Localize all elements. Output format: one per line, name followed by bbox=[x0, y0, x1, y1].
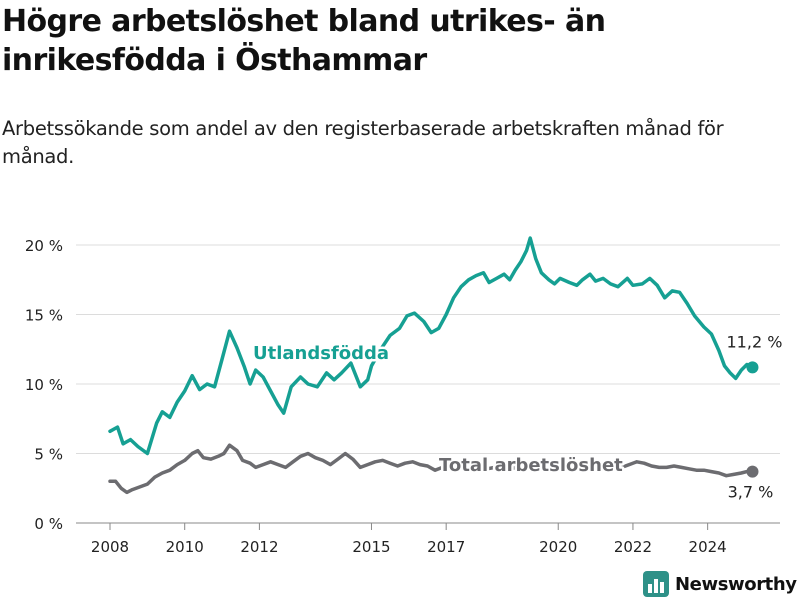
chart-subtitle: Arbetssökande som andel av den registerb… bbox=[2, 117, 724, 168]
x-tick-label: 2020 bbox=[539, 538, 577, 556]
gridlines bbox=[76, 244, 780, 524]
x-tick-label: 2015 bbox=[352, 538, 390, 556]
x-tick-label: 2022 bbox=[614, 538, 652, 556]
y-tick-label: 5 % bbox=[34, 446, 63, 464]
series-label-total: Total arbetslöshet bbox=[439, 455, 623, 476]
y-tick-label: 20 % bbox=[25, 237, 63, 255]
x-tick-label: 2017 bbox=[427, 538, 465, 556]
newsworthy-logo-icon bbox=[643, 571, 669, 597]
brand-logo: Newsworthy bbox=[643, 570, 797, 598]
x-tick-label: 2010 bbox=[166, 538, 204, 556]
x-tick-label: 2024 bbox=[689, 538, 727, 556]
endpoint-total bbox=[746, 465, 759, 478]
y-tick-label: 10 % bbox=[25, 376, 63, 394]
endpoint-utlandsfodda bbox=[746, 361, 759, 374]
series-line-utlandsfodda bbox=[108, 236, 755, 456]
series-lines bbox=[108, 236, 759, 495]
series-line-total bbox=[108, 443, 755, 495]
x-tick-label: 2012 bbox=[240, 538, 278, 556]
chart-title: Högre arbetslöshet bland utrikes- än inr… bbox=[2, 4, 606, 78]
x-tick-label: 2008 bbox=[91, 538, 129, 556]
series-label-utlandsfodda: Utlandsfödda bbox=[253, 343, 389, 364]
axes: 0 % 5 % 10 % 15 % 20 % 2008 2010 2012 2015 2017 20… bbox=[25, 237, 727, 556]
end-label-total: 3,7 % bbox=[728, 483, 774, 502]
y-tick-label: 0 % bbox=[34, 515, 63, 533]
brand-name: Newsworthy bbox=[675, 573, 797, 595]
series-labels: 11,2 % 3,7 % Utlandsfödda Total arbetslöshe… bbox=[251, 332, 783, 502]
y-tick-label: 15 % bbox=[25, 307, 63, 325]
end-label-utlandsfodda: 11,2 % bbox=[727, 332, 783, 351]
